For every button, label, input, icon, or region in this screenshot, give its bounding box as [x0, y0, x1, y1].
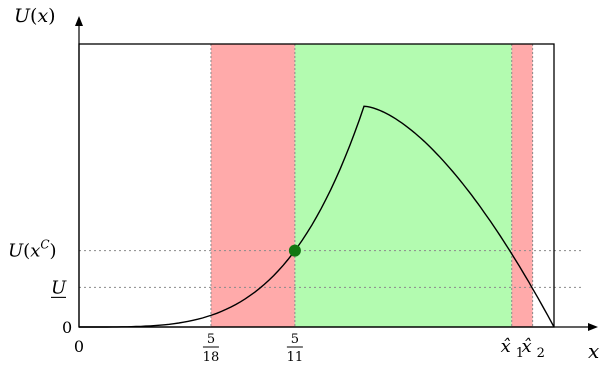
x-axis-arrow	[588, 323, 598, 331]
x-tick-subscript: 2	[537, 346, 545, 361]
y-tick-label: 0	[62, 318, 72, 337]
utility-curve	[79, 105, 555, 328]
x-tick-subscript: 1	[516, 346, 524, 361]
x-tick-3: x̂ 1	[501, 336, 524, 361]
region-2	[511, 44, 533, 327]
x-tick-label: x̂	[522, 336, 532, 357]
y-axis-arrow	[75, 16, 83, 26]
region-0	[210, 44, 295, 327]
x-tick-numerator: 5	[291, 332, 299, 347]
y-tick-label: U	[51, 277, 67, 298]
y-tick-1: U	[51, 277, 67, 298]
axes	[75, 16, 598, 331]
x-tick-0: 0	[74, 337, 84, 356]
guide-lines	[79, 250, 582, 288]
xc-marker-point	[288, 244, 301, 257]
x-tick-label: 0	[74, 337, 84, 356]
y-tick-2: U(xC)	[8, 238, 57, 262]
x-tick-2: 511	[287, 332, 304, 365]
x-tick-label: x̂	[501, 336, 511, 357]
x-tick-1: 518	[203, 332, 220, 365]
y-tick-labels: 0 U U(xC)	[8, 238, 72, 337]
x-tick-denominator: 18	[203, 350, 220, 365]
shaded-regions	[210, 44, 534, 327]
x-axis-label: x	[588, 339, 599, 363]
y-axis-label: U(x)	[14, 5, 56, 27]
region-1	[294, 44, 512, 327]
x-tick-denominator: 11	[287, 350, 304, 365]
x-tick-4: x̂ 2	[522, 336, 545, 361]
y-tick-label: U(xC)	[8, 238, 57, 262]
y-tick-0: 0	[62, 318, 72, 337]
x-tick-numerator: 5	[207, 332, 215, 347]
